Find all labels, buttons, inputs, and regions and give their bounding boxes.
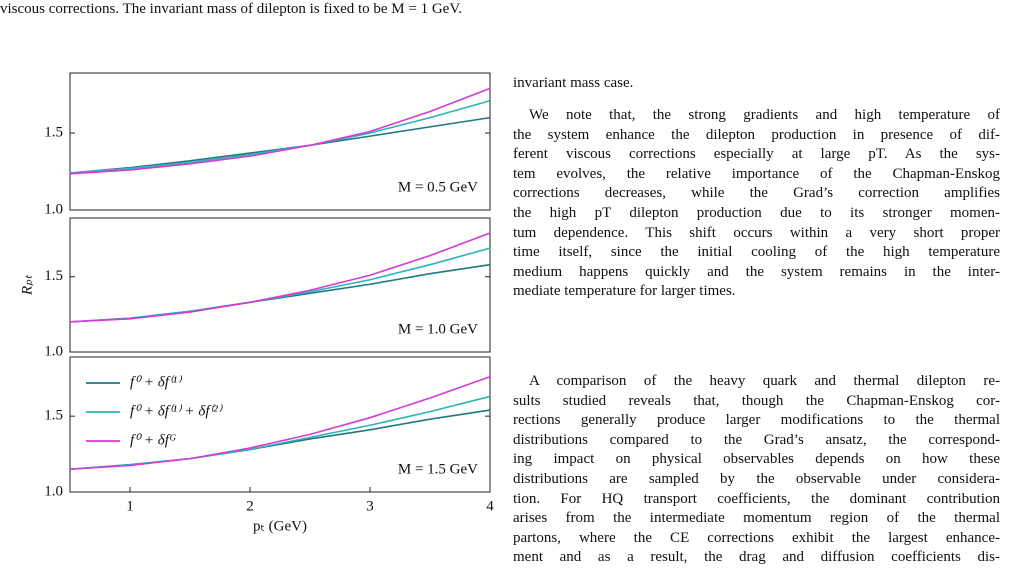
series-line — [69, 87, 491, 175]
series-line — [69, 232, 491, 323]
figure-caption: viscous corrections. The invariant mass … — [0, 1, 462, 17]
text-line: the high pT dilepton production due to i… — [513, 204, 1000, 221]
paragraph: A comparison of the heavy quark and ther… — [513, 372, 1000, 568]
series-line — [69, 99, 491, 174]
text-line: rections generally produce larger modifi… — [513, 412, 1000, 429]
text-line: distributions are sampled by the observa… — [513, 470, 1000, 487]
series-line — [69, 263, 491, 323]
x-tick-label: 2 — [246, 498, 254, 514]
y-tick-label: 1.0 — [44, 343, 63, 359]
paragraph: We note that, the strong gradients and h… — [513, 106, 1000, 302]
text-line: A comparison of the heavy quark and ther… — [529, 373, 1000, 389]
text-line: corrections decreases, while the Grad’s … — [513, 185, 1000, 202]
x-tick-label: 1 — [126, 498, 134, 514]
x-tick-label: 4 — [486, 498, 494, 514]
text-line: ing impact on physical observables depen… — [513, 451, 1000, 468]
panel-frame — [69, 356, 491, 493]
x-axis-label: pₜ (GeV) — [253, 518, 307, 534]
text-line: distributions compared to the Grad’s ans… — [513, 431, 1000, 448]
text-line: arises from the intermediate momentum re… — [513, 510, 1000, 527]
y-tick-label: 1.0 — [44, 201, 63, 217]
legend-label: f⁰ + δf⁽¹⁾ + δf⁽²⁾ — [130, 403, 223, 419]
text-line: sults studied reveals that, though the C… — [513, 392, 1000, 409]
legend-label: f⁰ + δfᴳ — [130, 432, 176, 448]
series-line — [69, 375, 491, 471]
panel-frame — [69, 217, 491, 353]
text-line: tum dependence. This shift occurs within… — [513, 224, 1000, 241]
y-tick-label: 1.5 — [44, 268, 63, 284]
text-line: mediate temperature for larger times. — [513, 283, 736, 300]
y-tick-label: 1.5 — [44, 408, 63, 424]
text-line: time itself, since the initial cooling o… — [513, 244, 1000, 261]
panel-frame — [69, 72, 491, 211]
text-line: invariant mass case. — [513, 75, 634, 91]
series-line — [69, 247, 491, 323]
annotation: M = 1.0 GeV — [398, 321, 478, 337]
text-line: We note that, the strong gradients and h… — [529, 107, 1000, 123]
text-line: ment and as a result, the drag and diffu… — [513, 549, 1000, 566]
text-line: tem evolves, the relative importance of … — [513, 165, 1000, 182]
annotation: M = 1.5 GeV — [398, 461, 478, 477]
text-line: the system enhance the dilepton producti… — [513, 126, 1000, 143]
text-line: tion. For HQ transport coefficients, the… — [513, 490, 1000, 507]
text-line: ferent viscous corrections especially at… — [513, 146, 1000, 163]
y-tick-label: 1.0 — [44, 483, 63, 499]
series-line — [69, 116, 491, 174]
figure: 1.0 1.5 M = 0.5 GeV 1.0 1.5 Rₚₜ M = 1.0 GeV 1.0… — [19, 72, 494, 534]
annotation: M = 0.5 GeV — [398, 179, 478, 195]
legend-label: f⁰ + δf⁽¹⁾ — [130, 374, 182, 390]
y-tick-label: 1.5 — [44, 124, 63, 140]
paragraph: invariant mass case. — [513, 74, 1000, 94]
y-axis-label: Rₚₜ — [19, 274, 35, 296]
text-line: medium happens quickly and the system re… — [513, 263, 1000, 280]
x-tick-label: 3 — [366, 498, 374, 514]
text-line: partons, where the CE corrections exhibi… — [513, 529, 1000, 546]
